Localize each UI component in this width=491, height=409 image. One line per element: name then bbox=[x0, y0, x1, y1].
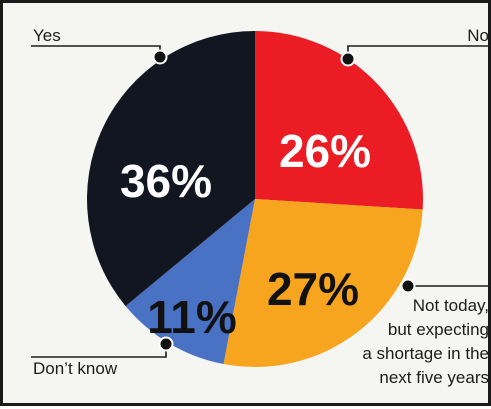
slice-value-label: 26% bbox=[279, 125, 371, 177]
pie-slice bbox=[255, 31, 423, 210]
category-label: a shortage in the bbox=[362, 344, 489, 363]
category-label: next five years bbox=[379, 368, 489, 387]
pie-slice bbox=[125, 199, 255, 365]
callout-dot bbox=[340, 51, 356, 67]
pie-chart: 26% No 27% Not today, but expecting a shortag… bbox=[31, 26, 491, 387]
slice-value-label: 36% bbox=[120, 155, 212, 207]
callout-dot bbox=[152, 49, 168, 65]
callout-dot bbox=[400, 278, 416, 294]
category-label: but expecting bbox=[388, 320, 489, 339]
category-label: Not today, bbox=[413, 296, 489, 315]
callout-lines bbox=[31, 45, 491, 358]
slice-value-label: 11% bbox=[147, 291, 237, 343]
callout-dot bbox=[158, 336, 174, 352]
callout-line bbox=[347, 45, 491, 59]
callout-line bbox=[31, 344, 167, 358]
callout-line bbox=[31, 45, 161, 57]
pie-slice bbox=[223, 199, 423, 367]
category-label: Don’t know bbox=[33, 359, 118, 378]
category-label: Yes bbox=[33, 26, 61, 45]
labels: 26% No 27% Not today, but expecting a shortag… bbox=[33, 26, 489, 387]
pie-slices bbox=[87, 30, 423, 367]
category-label: No bbox=[467, 26, 489, 45]
slice-value-label: 27% bbox=[267, 263, 359, 315]
pie-slice bbox=[87, 30, 255, 307]
